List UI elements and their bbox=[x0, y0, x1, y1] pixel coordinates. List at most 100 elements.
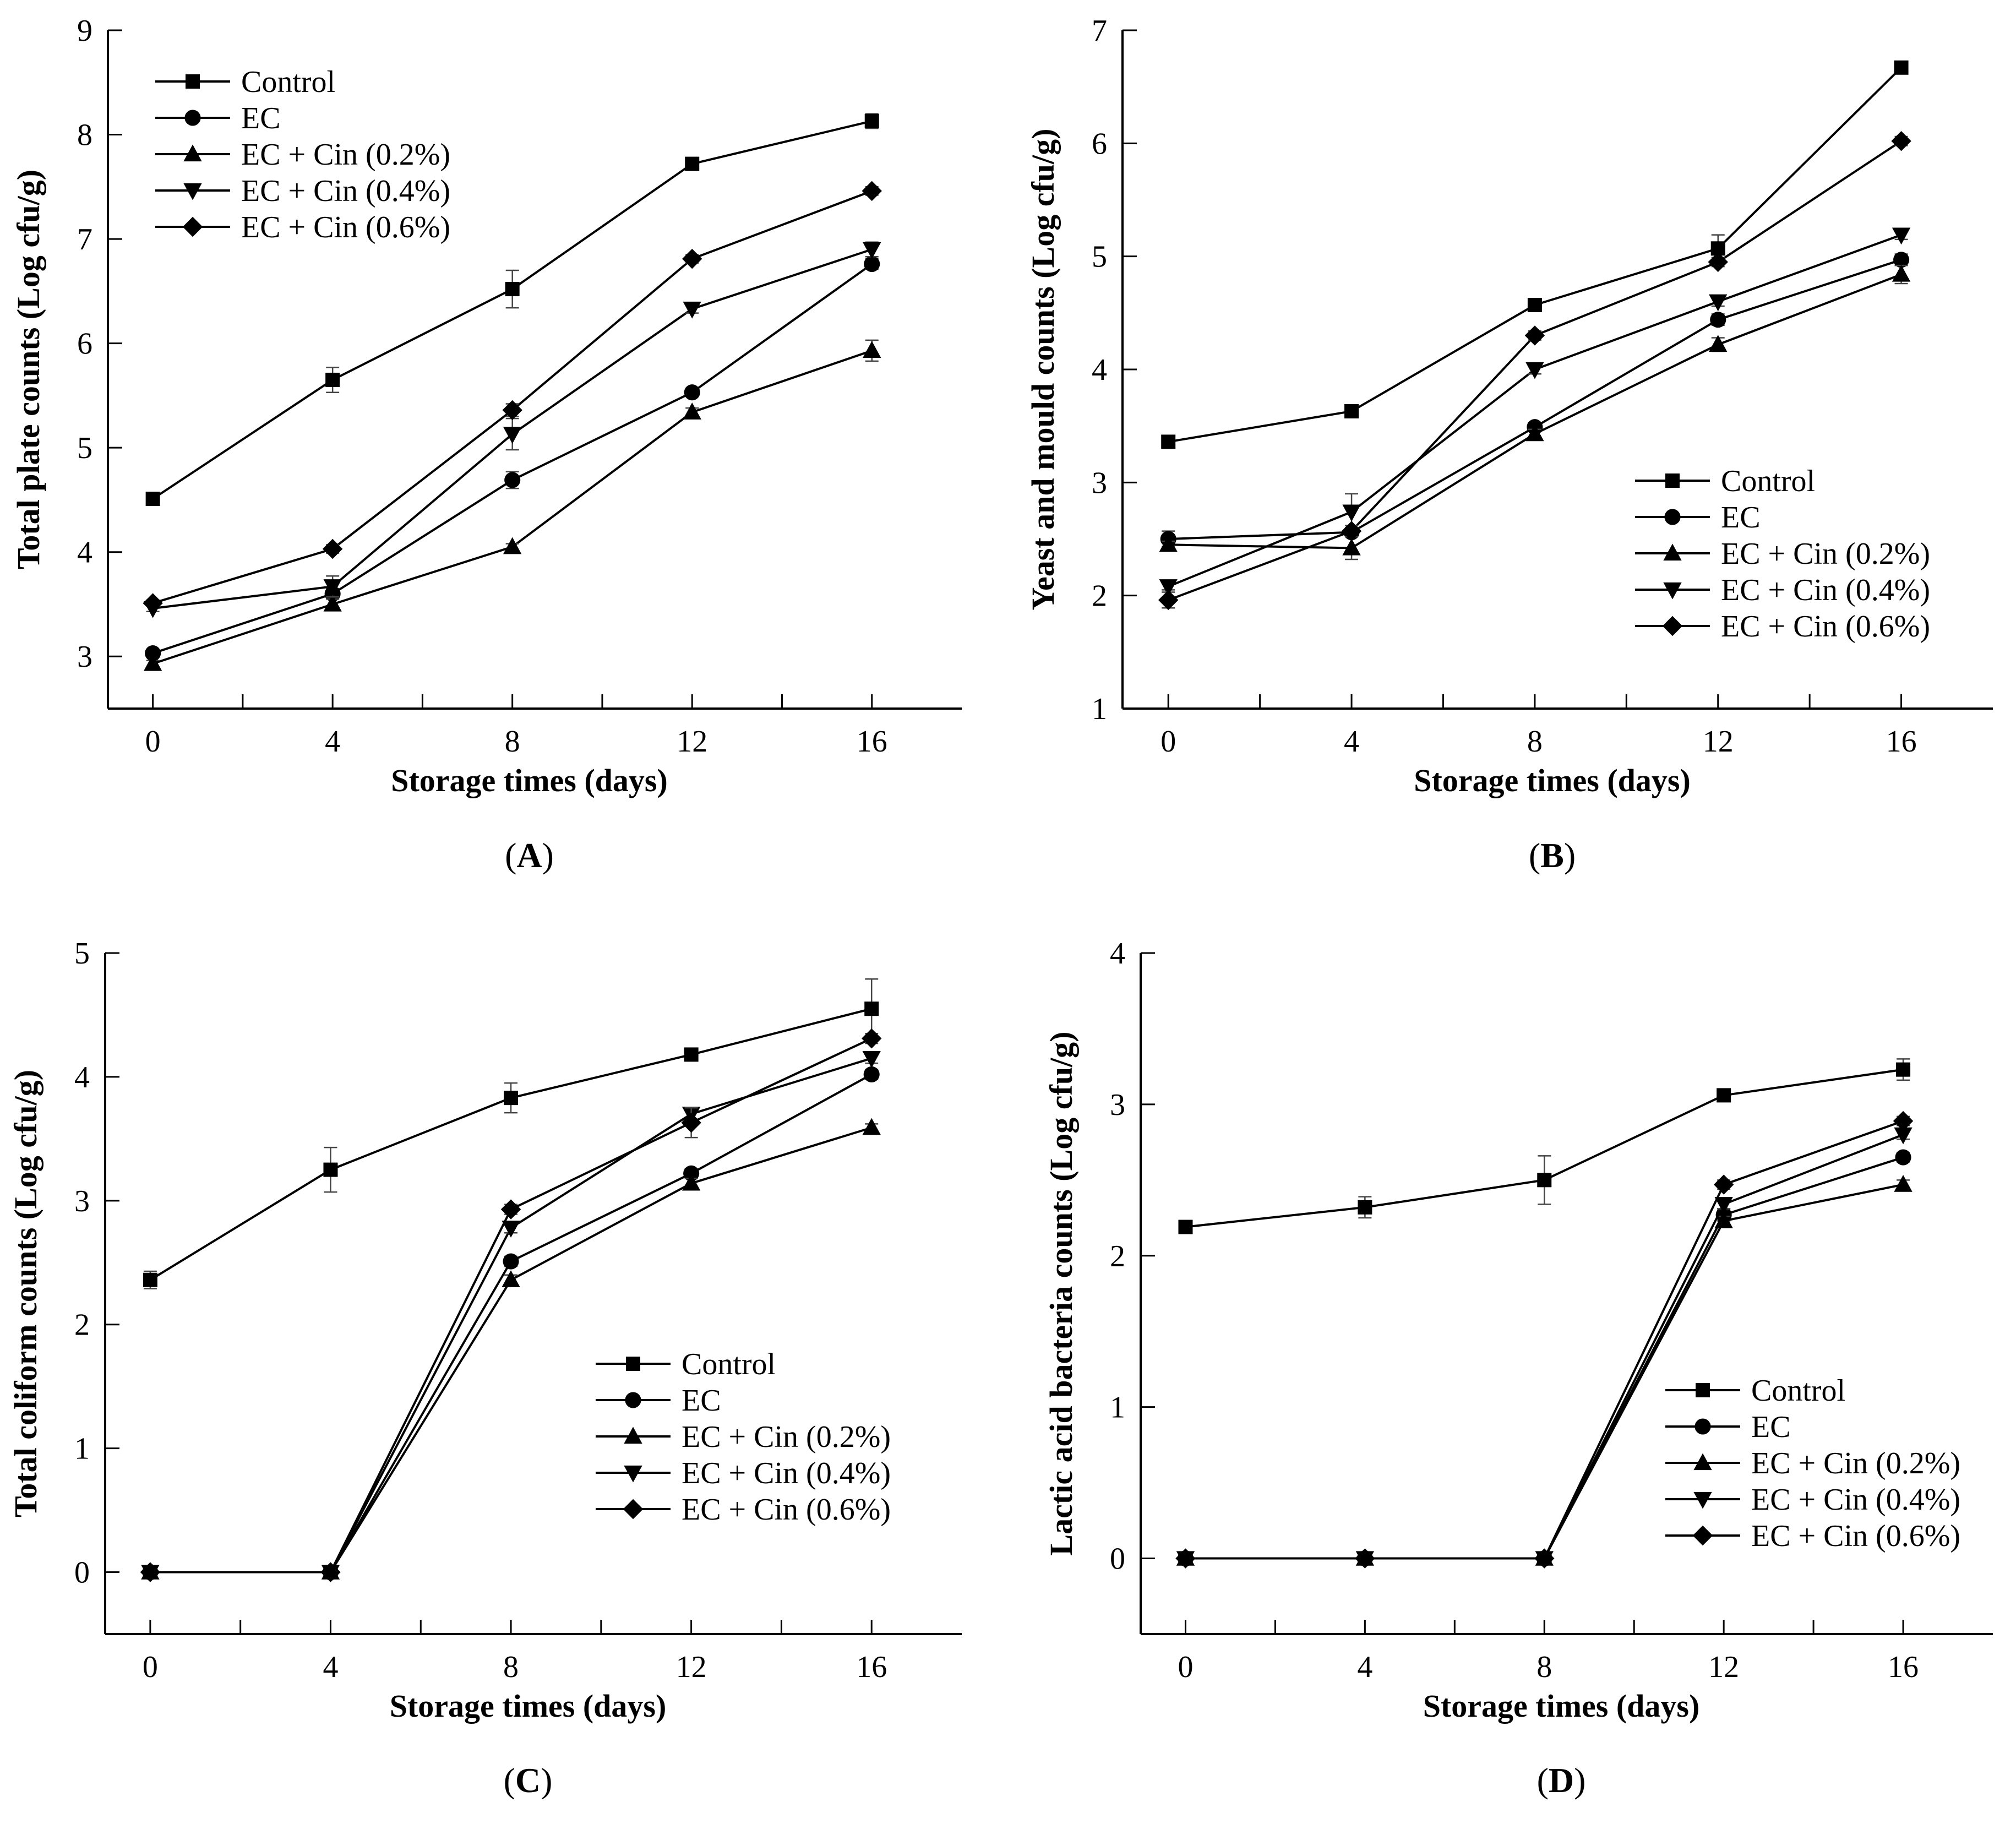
data-point bbox=[862, 181, 882, 202]
data-point bbox=[145, 645, 161, 662]
data-point bbox=[863, 242, 881, 259]
series-line bbox=[1168, 273, 1902, 549]
legend-marker bbox=[186, 74, 200, 89]
panel-label: (C) bbox=[504, 1761, 553, 1800]
data-point bbox=[1894, 1127, 1913, 1145]
legend-label: EC + Cin (0.2%) bbox=[682, 1420, 891, 1454]
x-tick-label: 4 bbox=[323, 1650, 338, 1684]
x-tick-label: 12 bbox=[677, 725, 707, 759]
data-point bbox=[1525, 424, 1544, 442]
x-tick-label: 16 bbox=[1888, 1650, 1919, 1684]
legend-marker bbox=[183, 183, 202, 200]
series-control bbox=[1161, 60, 1909, 449]
legend-marker bbox=[183, 144, 202, 162]
x-tick-label: 8 bbox=[1527, 725, 1543, 759]
x-tick-label: 0 bbox=[145, 725, 161, 759]
data-point bbox=[1893, 252, 1910, 268]
data-point bbox=[1892, 264, 1911, 282]
legend-marker bbox=[1664, 509, 1681, 525]
data-point bbox=[143, 1272, 157, 1287]
data-point bbox=[323, 1162, 338, 1177]
data-point bbox=[143, 593, 163, 613]
legend-label: EC bbox=[682, 1384, 721, 1418]
y-tick-label: 4 bbox=[1110, 937, 1125, 971]
y-tick-label: 2 bbox=[1110, 1239, 1125, 1273]
data-point bbox=[322, 538, 343, 559]
x-tick-label: 12 bbox=[676, 1650, 707, 1684]
y-tick-label: 4 bbox=[74, 1060, 90, 1095]
legend-marker bbox=[184, 110, 201, 126]
data-point bbox=[683, 301, 701, 319]
legend-marker bbox=[624, 1427, 642, 1444]
legend-marker bbox=[1693, 1491, 1712, 1509]
y-tick-label: 3 bbox=[74, 1184, 90, 1218]
legend-marker bbox=[1665, 473, 1680, 488]
y-axis-title: Total plate counts (Log cfu/g) bbox=[10, 170, 46, 569]
x-tick-label: 12 bbox=[1703, 725, 1734, 759]
y-tick-label: 5 bbox=[74, 937, 90, 971]
x-tick-label: 0 bbox=[1178, 1650, 1193, 1684]
data-point bbox=[502, 1270, 520, 1287]
data-point bbox=[1893, 1110, 1914, 1131]
y-tick-label: 1 bbox=[1092, 692, 1107, 726]
data-point bbox=[1717, 1088, 1731, 1103]
legend-label: Control bbox=[682, 1347, 776, 1381]
data-point bbox=[864, 113, 879, 128]
data-point bbox=[1709, 335, 1728, 352]
legend-label: EC + Cin (0.6%) bbox=[1721, 609, 1930, 644]
y-tick-label: 2 bbox=[1092, 579, 1107, 613]
data-point bbox=[864, 1001, 879, 1016]
legend-marker bbox=[624, 1465, 642, 1483]
data-point bbox=[1159, 535, 1178, 552]
x-axis-title: Storage times (days) bbox=[1414, 763, 1691, 798]
legend-marker bbox=[625, 1392, 641, 1408]
y-axis-title: Lactic acid bacteria counts (Log cfu/g) bbox=[1043, 1031, 1079, 1555]
legend-label: EC + Cin (0.4%) bbox=[241, 174, 450, 208]
data-point bbox=[1342, 504, 1361, 522]
y-tick-label: 4 bbox=[77, 536, 92, 570]
legend-marker bbox=[1693, 1453, 1712, 1471]
data-point bbox=[323, 579, 342, 596]
series-ec-cin-0-2 bbox=[143, 339, 881, 671]
panel-label: (B) bbox=[1529, 836, 1576, 875]
y-tick-label: 5 bbox=[77, 431, 92, 465]
x-tick-label: 8 bbox=[1536, 1650, 1552, 1684]
data-point bbox=[863, 1066, 880, 1082]
series-ec-cin-0-6 bbox=[140, 1028, 882, 1582]
y-tick-label: 3 bbox=[1092, 466, 1107, 500]
data-point bbox=[1894, 60, 1909, 75]
y-tick-label: 7 bbox=[1092, 14, 1107, 48]
y-tick-label: 6 bbox=[1092, 127, 1107, 161]
series-line bbox=[1168, 233, 1902, 588]
x-axis-title: Storage times (days) bbox=[390, 1688, 667, 1724]
data-point bbox=[504, 1091, 519, 1106]
x-tick-label: 0 bbox=[1160, 725, 1176, 759]
x-tick-label: 4 bbox=[1344, 725, 1359, 759]
y-tick-label: 8 bbox=[77, 118, 92, 153]
data-point bbox=[1713, 1174, 1734, 1195]
x-axis-title: Storage times (days) bbox=[391, 763, 668, 798]
data-point bbox=[682, 248, 702, 269]
legend-marker bbox=[1663, 543, 1682, 561]
data-point bbox=[505, 282, 520, 297]
data-point bbox=[1891, 131, 1911, 151]
legend-label: EC + Cin (0.2%) bbox=[241, 138, 450, 172]
data-point bbox=[864, 256, 880, 273]
y-axis-title: Total coliform counts (Log cfu/g) bbox=[8, 1070, 43, 1517]
legend-marker bbox=[1694, 1418, 1711, 1435]
data-point bbox=[320, 1562, 341, 1582]
series-ec-cin-0-6 bbox=[1158, 131, 1911, 611]
data-point bbox=[1714, 1211, 1733, 1228]
series-ec-cin-0-4 bbox=[143, 241, 881, 618]
series-ec-cin-0-6 bbox=[1175, 1110, 1914, 1569]
data-point bbox=[862, 1051, 881, 1068]
y-tick-label: 1 bbox=[1110, 1391, 1125, 1425]
legend-marker bbox=[1662, 616, 1683, 636]
data-point bbox=[1344, 404, 1359, 418]
y-tick-label: 3 bbox=[1110, 1088, 1125, 1122]
legend-marker bbox=[623, 1499, 644, 1520]
data-point bbox=[1895, 1149, 1911, 1166]
data-point bbox=[1710, 312, 1726, 328]
